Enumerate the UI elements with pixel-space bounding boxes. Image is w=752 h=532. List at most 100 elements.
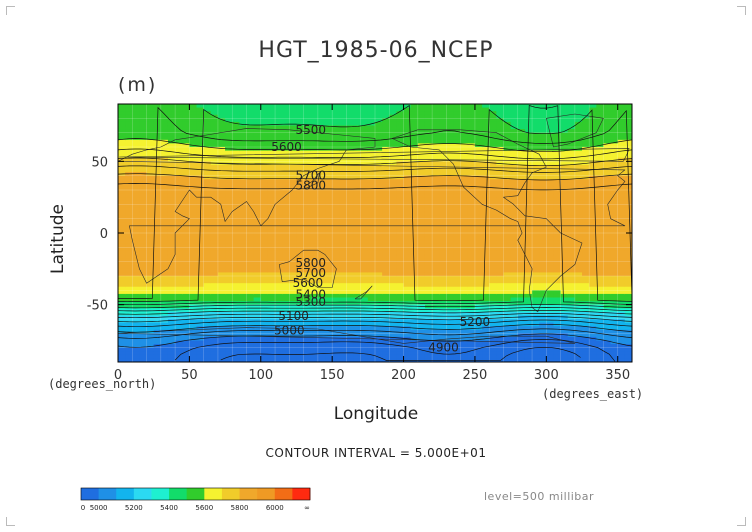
- height-cell: [375, 304, 383, 309]
- height-cell: [539, 172, 547, 177]
- height-cell: [503, 326, 512, 331]
- height-cell: [325, 111, 333, 116]
- height-cell: [582, 308, 590, 313]
- height-cell: [439, 190, 447, 195]
- height-cell: [182, 104, 190, 109]
- height-cell: [489, 333, 497, 338]
- height-cell: [203, 250, 212, 256]
- height-cell: [189, 139, 198, 145]
- height-cell: [210, 336, 219, 342]
- height-cell: [517, 218, 526, 223]
- height-cell: [317, 132, 326, 137]
- height-cell: [482, 139, 490, 145]
- height-cell: [489, 311, 497, 317]
- height-cell: [596, 286, 605, 291]
- height-cell: [467, 243, 476, 248]
- height-cell: [496, 107, 505, 112]
- height-cell: [146, 129, 155, 134]
- height-cell: [160, 329, 169, 334]
- height-cell: [403, 344, 412, 349]
- height-cell: [403, 326, 412, 331]
- height-cell: [303, 311, 312, 317]
- height-cell: [118, 215, 126, 220]
- height-cell: [196, 143, 205, 148]
- height-cell: [325, 125, 333, 130]
- height-cell: [410, 125, 419, 130]
- height-cell: [332, 354, 340, 360]
- height-cell: [432, 315, 440, 320]
- height-cell: [125, 268, 133, 274]
- height-cell: [532, 211, 540, 216]
- height-cell: [567, 172, 576, 177]
- height-cell: [125, 129, 133, 134]
- height-cell: [453, 104, 462, 109]
- height-cell: [603, 190, 612, 195]
- height-cell: [232, 182, 240, 188]
- height-cell: [403, 114, 412, 119]
- height-cell: [403, 272, 412, 277]
- height-cell: [232, 168, 240, 173]
- height-cell: [467, 229, 476, 234]
- height-cell: [332, 125, 340, 130]
- height-cell: [403, 107, 412, 112]
- height-cell: [282, 111, 290, 116]
- height-cell: [589, 179, 597, 184]
- height-cell: [175, 233, 183, 238]
- height-cell: [132, 304, 141, 309]
- height-cell: [582, 247, 590, 252]
- height-cell: [353, 107, 362, 112]
- height-cell: [203, 143, 212, 148]
- height-cell: [424, 333, 433, 338]
- height-cell: [210, 218, 219, 223]
- height-cell: [160, 197, 169, 202]
- height-cell: [139, 111, 148, 116]
- height-cell: [260, 326, 269, 331]
- height-cell: [460, 240, 469, 245]
- height-cell: [403, 215, 412, 220]
- height-cell: [303, 125, 312, 130]
- height-cell: [153, 225, 162, 231]
- height-cell: [560, 172, 569, 177]
- height-cell: [139, 261, 148, 266]
- height-cell: [482, 168, 490, 173]
- height-cell: [118, 297, 126, 302]
- height-cell: [582, 121, 590, 127]
- height-cell: [353, 218, 362, 223]
- height-cell: [510, 329, 519, 334]
- height-cell: [424, 247, 433, 252]
- height-cell: [232, 311, 240, 317]
- height-cell: [553, 182, 562, 188]
- height-cell: [275, 311, 283, 317]
- height-cell: [546, 297, 555, 302]
- height-cell: [524, 229, 533, 234]
- height-cell: [189, 197, 198, 202]
- height-cell: [239, 243, 248, 248]
- height-cell: [146, 143, 155, 148]
- height-cell: [496, 261, 505, 266]
- height-cell: [417, 258, 426, 263]
- height-cell: [439, 297, 447, 302]
- height-cell: [203, 279, 212, 284]
- height-cell: [303, 261, 312, 266]
- height-cell: [453, 107, 462, 112]
- height-cell: [503, 164, 512, 170]
- height-cell: [160, 190, 169, 195]
- height-cell: [524, 293, 533, 299]
- height-cell: [532, 333, 540, 338]
- height-cell: [539, 258, 547, 263]
- height-cell: [532, 129, 540, 134]
- height-cell: [303, 254, 312, 259]
- height-cell: [189, 125, 198, 130]
- height-cell: [582, 186, 590, 191]
- height-cell: [210, 129, 219, 134]
- height-cell: [332, 207, 340, 213]
- height-cell: [539, 225, 547, 231]
- height-cell: [403, 175, 412, 180]
- height-cell: [432, 215, 440, 220]
- height-cell: [232, 261, 240, 266]
- height-cell: [325, 329, 333, 334]
- height-cell: [503, 336, 512, 342]
- height-cell: [267, 240, 276, 245]
- height-cell: [489, 168, 497, 173]
- height-cell: [289, 154, 298, 159]
